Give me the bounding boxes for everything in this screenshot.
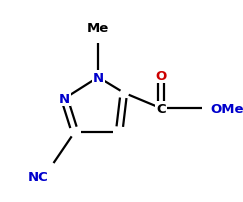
Text: NC: NC — [27, 170, 48, 183]
Text: Me: Me — [87, 22, 109, 35]
Text: OMe: OMe — [210, 102, 243, 115]
Text: O: O — [156, 69, 167, 82]
Text: N: N — [59, 93, 70, 105]
Text: N: N — [93, 71, 104, 84]
Text: C: C — [156, 102, 166, 115]
